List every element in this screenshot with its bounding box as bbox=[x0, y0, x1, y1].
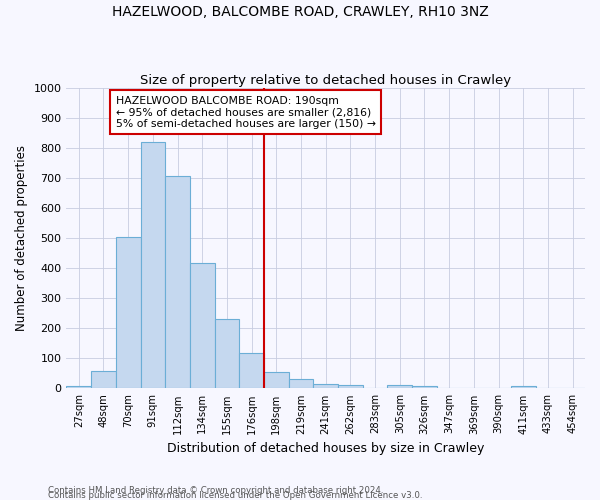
Text: Contains HM Land Registry data © Crown copyright and database right 2024.: Contains HM Land Registry data © Crown c… bbox=[48, 486, 383, 495]
Bar bbox=[338, 384, 363, 388]
Bar bbox=[91, 371, 116, 388]
X-axis label: Distribution of detached houses by size in Crawley: Distribution of detached houses by size … bbox=[167, 442, 484, 455]
Text: HAZELWOOD BALCOMBE ROAD: 190sqm
← 95% of detached houses are smaller (2,816)
5% : HAZELWOOD BALCOMBE ROAD: 190sqm ← 95% of… bbox=[116, 96, 376, 129]
Bar bbox=[190, 263, 215, 388]
Y-axis label: Number of detached properties: Number of detached properties bbox=[15, 146, 28, 332]
Bar bbox=[388, 384, 412, 388]
Bar bbox=[511, 386, 536, 388]
Bar bbox=[140, 142, 165, 388]
Bar bbox=[289, 379, 313, 388]
Bar bbox=[215, 320, 239, 388]
Bar bbox=[264, 372, 289, 388]
Title: Size of property relative to detached houses in Crawley: Size of property relative to detached ho… bbox=[140, 74, 511, 87]
Bar bbox=[116, 237, 140, 388]
Bar bbox=[67, 386, 91, 388]
Bar bbox=[239, 353, 264, 388]
Bar bbox=[412, 386, 437, 388]
Bar bbox=[165, 176, 190, 388]
Text: Contains public sector information licensed under the Open Government Licence v3: Contains public sector information licen… bbox=[48, 490, 422, 500]
Text: HAZELWOOD, BALCOMBE ROAD, CRAWLEY, RH10 3NZ: HAZELWOOD, BALCOMBE ROAD, CRAWLEY, RH10 … bbox=[112, 5, 488, 19]
Bar bbox=[313, 384, 338, 388]
